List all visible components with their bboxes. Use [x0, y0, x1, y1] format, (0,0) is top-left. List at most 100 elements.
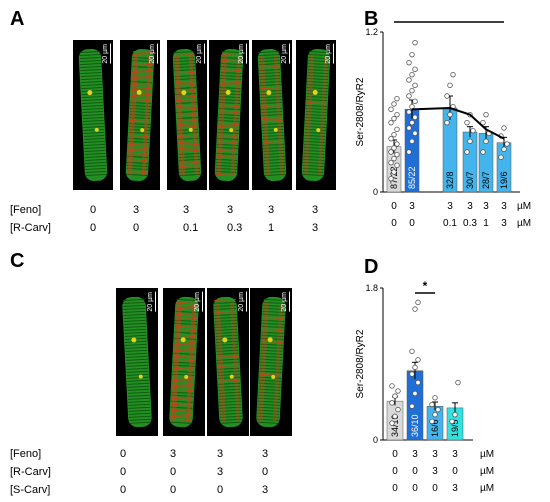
data-point	[396, 389, 401, 394]
micrograph-a-6: 20 µm	[296, 40, 336, 190]
scale-bar-label: 20 µm	[194, 292, 203, 312]
data-point	[456, 380, 461, 385]
data-point	[395, 152, 400, 157]
data-point	[502, 126, 507, 131]
data-point	[413, 115, 418, 120]
scale-bar-label: 20 µm	[196, 44, 205, 64]
data-point	[445, 120, 450, 125]
y-axis-label: Ser-2808/RyR2	[355, 329, 366, 398]
cond-a-value: 3	[227, 204, 233, 216]
data-point	[407, 110, 412, 115]
data-point	[410, 120, 415, 125]
data-point	[502, 147, 507, 152]
data-point	[390, 384, 395, 389]
data-point	[413, 131, 418, 136]
x-condition-value: 0	[391, 201, 397, 212]
unit-label: µM	[517, 201, 531, 212]
unit-label: µM	[480, 483, 494, 494]
data-point	[436, 407, 441, 412]
data-point	[413, 99, 418, 104]
cond-a-value: 0	[90, 204, 96, 216]
data-point	[392, 116, 397, 121]
y-tick-label: 1.8	[365, 283, 378, 293]
data-point	[484, 112, 489, 117]
data-point	[389, 120, 394, 125]
data-point	[410, 372, 415, 377]
x-condition-value: 3	[452, 483, 458, 494]
data-point	[416, 300, 421, 305]
data-point	[430, 419, 435, 424]
data-point	[407, 78, 412, 83]
cond-a-value: 3	[312, 204, 318, 216]
data-point	[390, 401, 395, 406]
cond-c-value: 0	[217, 484, 223, 496]
x-condition-value: 0	[412, 466, 418, 477]
data-point	[413, 365, 418, 370]
data-point	[410, 349, 415, 354]
data-point	[395, 96, 400, 101]
cond-c-value: 3	[262, 484, 268, 496]
data-point	[392, 102, 397, 107]
data-point	[413, 83, 418, 88]
x-condition-value: 0	[432, 483, 438, 494]
x-condition-value: 3	[412, 449, 418, 460]
data-point	[395, 127, 400, 132]
x-condition-value: 0.1	[443, 218, 457, 229]
cond-c-value: 0	[262, 466, 268, 478]
data-point	[389, 136, 394, 141]
data-point	[392, 170, 397, 175]
scale-bar-label: 20 µm	[281, 292, 290, 312]
data-point	[395, 142, 400, 147]
x-condition-value: 0	[392, 466, 398, 477]
data-point	[416, 357, 421, 362]
data-point	[392, 146, 397, 151]
data-point	[453, 412, 458, 417]
data-point	[481, 150, 486, 155]
micrograph-c-3: 20 µm	[207, 288, 249, 436]
data-point	[413, 307, 418, 312]
x-condition-value: 3	[501, 218, 507, 229]
x-condition-value: 3	[452, 449, 458, 460]
y-tick-label: 0	[373, 435, 378, 445]
data-point	[392, 156, 397, 161]
significance-label: **	[453, 20, 463, 22]
data-point	[410, 52, 415, 57]
x-condition-value: 0	[452, 466, 458, 477]
x-condition-value: 3	[501, 201, 507, 212]
y-tick-label: 0	[373, 187, 378, 197]
bar-n-label: 32/8	[445, 171, 455, 189]
data-point	[410, 139, 415, 144]
data-point	[450, 419, 455, 424]
x-condition-value: 3	[467, 201, 473, 212]
cond-c-value: 0	[120, 448, 126, 460]
cond-a-value: 3	[268, 204, 274, 216]
data-point	[389, 160, 394, 165]
cond-a-value: 0	[90, 222, 96, 234]
data-point	[451, 72, 456, 77]
data-point	[407, 126, 412, 131]
panel-letter-c: C	[10, 250, 24, 273]
panel-d-chart: Ser-2808/RyR201.834/1036/1016/619/5****0…	[355, 275, 550, 500]
bar-n-label: 85/22	[407, 166, 417, 189]
data-point	[416, 380, 421, 385]
data-point	[389, 150, 394, 155]
x-condition-value: 0	[412, 483, 418, 494]
micrograph-a-4: 20 µm	[209, 40, 249, 190]
data-point	[407, 150, 412, 155]
scale-bar-label: 20 µm	[238, 44, 247, 64]
x-condition-value: 3	[483, 201, 489, 212]
data-point	[433, 412, 438, 417]
x-condition-value: 0	[392, 449, 398, 460]
unit-label: µM	[480, 449, 494, 460]
micrograph-c-4: 20 µm	[250, 288, 292, 436]
unit-label: µM	[517, 218, 531, 229]
data-point	[410, 404, 415, 409]
scale-bar-label: 20 µm	[147, 292, 156, 312]
x-condition-value: 3	[447, 201, 453, 212]
data-point	[445, 94, 450, 99]
micrograph-a-1: 20 µm	[73, 40, 113, 190]
scale-bar-label: 20 µm	[281, 44, 290, 64]
data-point	[471, 128, 476, 133]
cond-c-value: 0	[170, 466, 176, 478]
data-point	[430, 402, 435, 407]
